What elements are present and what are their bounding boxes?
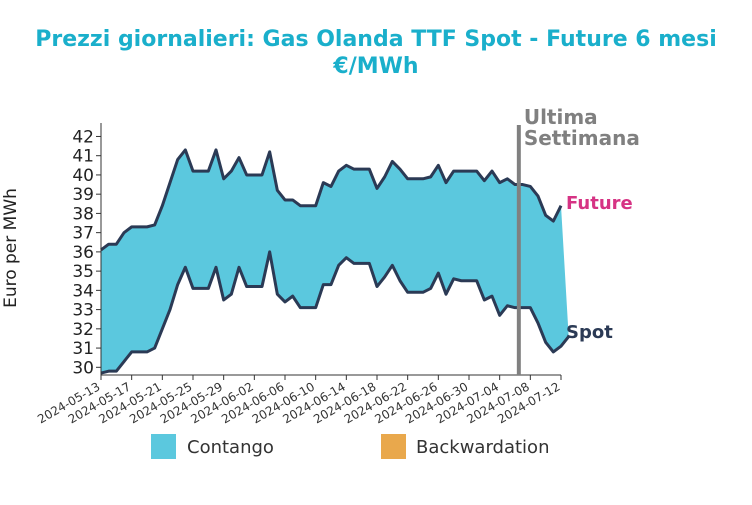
annotation-line1: Ultima — [524, 105, 598, 129]
y-tick-label: 33 — [72, 301, 94, 321]
y-tick-label: 32 — [72, 320, 94, 340]
y-tick-label: 35 — [72, 262, 94, 282]
series-line-future — [100, 148, 563, 252]
y-tick-label: 36 — [72, 243, 94, 263]
y-tick-label: 37 — [72, 224, 94, 244]
contango-area — [101, 149, 569, 374]
series-line-spot — [100, 250, 570, 375]
y-tick-label: 30 — [72, 358, 94, 378]
series-label-future: Future — [566, 193, 633, 214]
legend-label-contango: Contango — [187, 437, 274, 458]
y-tick-label: 42 — [72, 127, 94, 147]
y-tick-label: 38 — [72, 204, 94, 224]
y-tick-label: 40 — [72, 166, 94, 186]
legend-swatch-backwardation — [381, 434, 406, 459]
y-tick-label: 34 — [72, 281, 94, 301]
y-tick-label: 31 — [72, 339, 94, 359]
series-label-spot: Spot — [566, 322, 613, 343]
annotation-line2: Settimana — [524, 126, 640, 150]
legend-label-backwardation: Backwardation — [416, 437, 549, 458]
plot-area — [100, 148, 570, 375]
chart-subtitle: €/MWh — [332, 54, 418, 79]
y-tick-label: 41 — [72, 147, 94, 167]
legend-swatch-contango — [151, 434, 176, 459]
annotation: Ultima Settimana — [516, 105, 640, 375]
y-tick-label: 39 — [72, 185, 94, 205]
chart-title: Prezzi giornalieri: Gas Olanda TTF Spot … — [35, 27, 717, 52]
legend: Contango Backwardation — [151, 434, 549, 459]
y-axis-label: Euro per MWh — [1, 188, 21, 308]
